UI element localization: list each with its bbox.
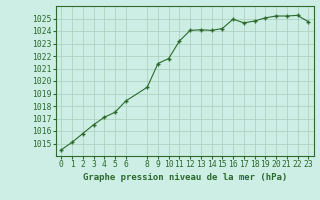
X-axis label: Graphe pression niveau de la mer (hPa): Graphe pression niveau de la mer (hPa) — [83, 173, 287, 182]
